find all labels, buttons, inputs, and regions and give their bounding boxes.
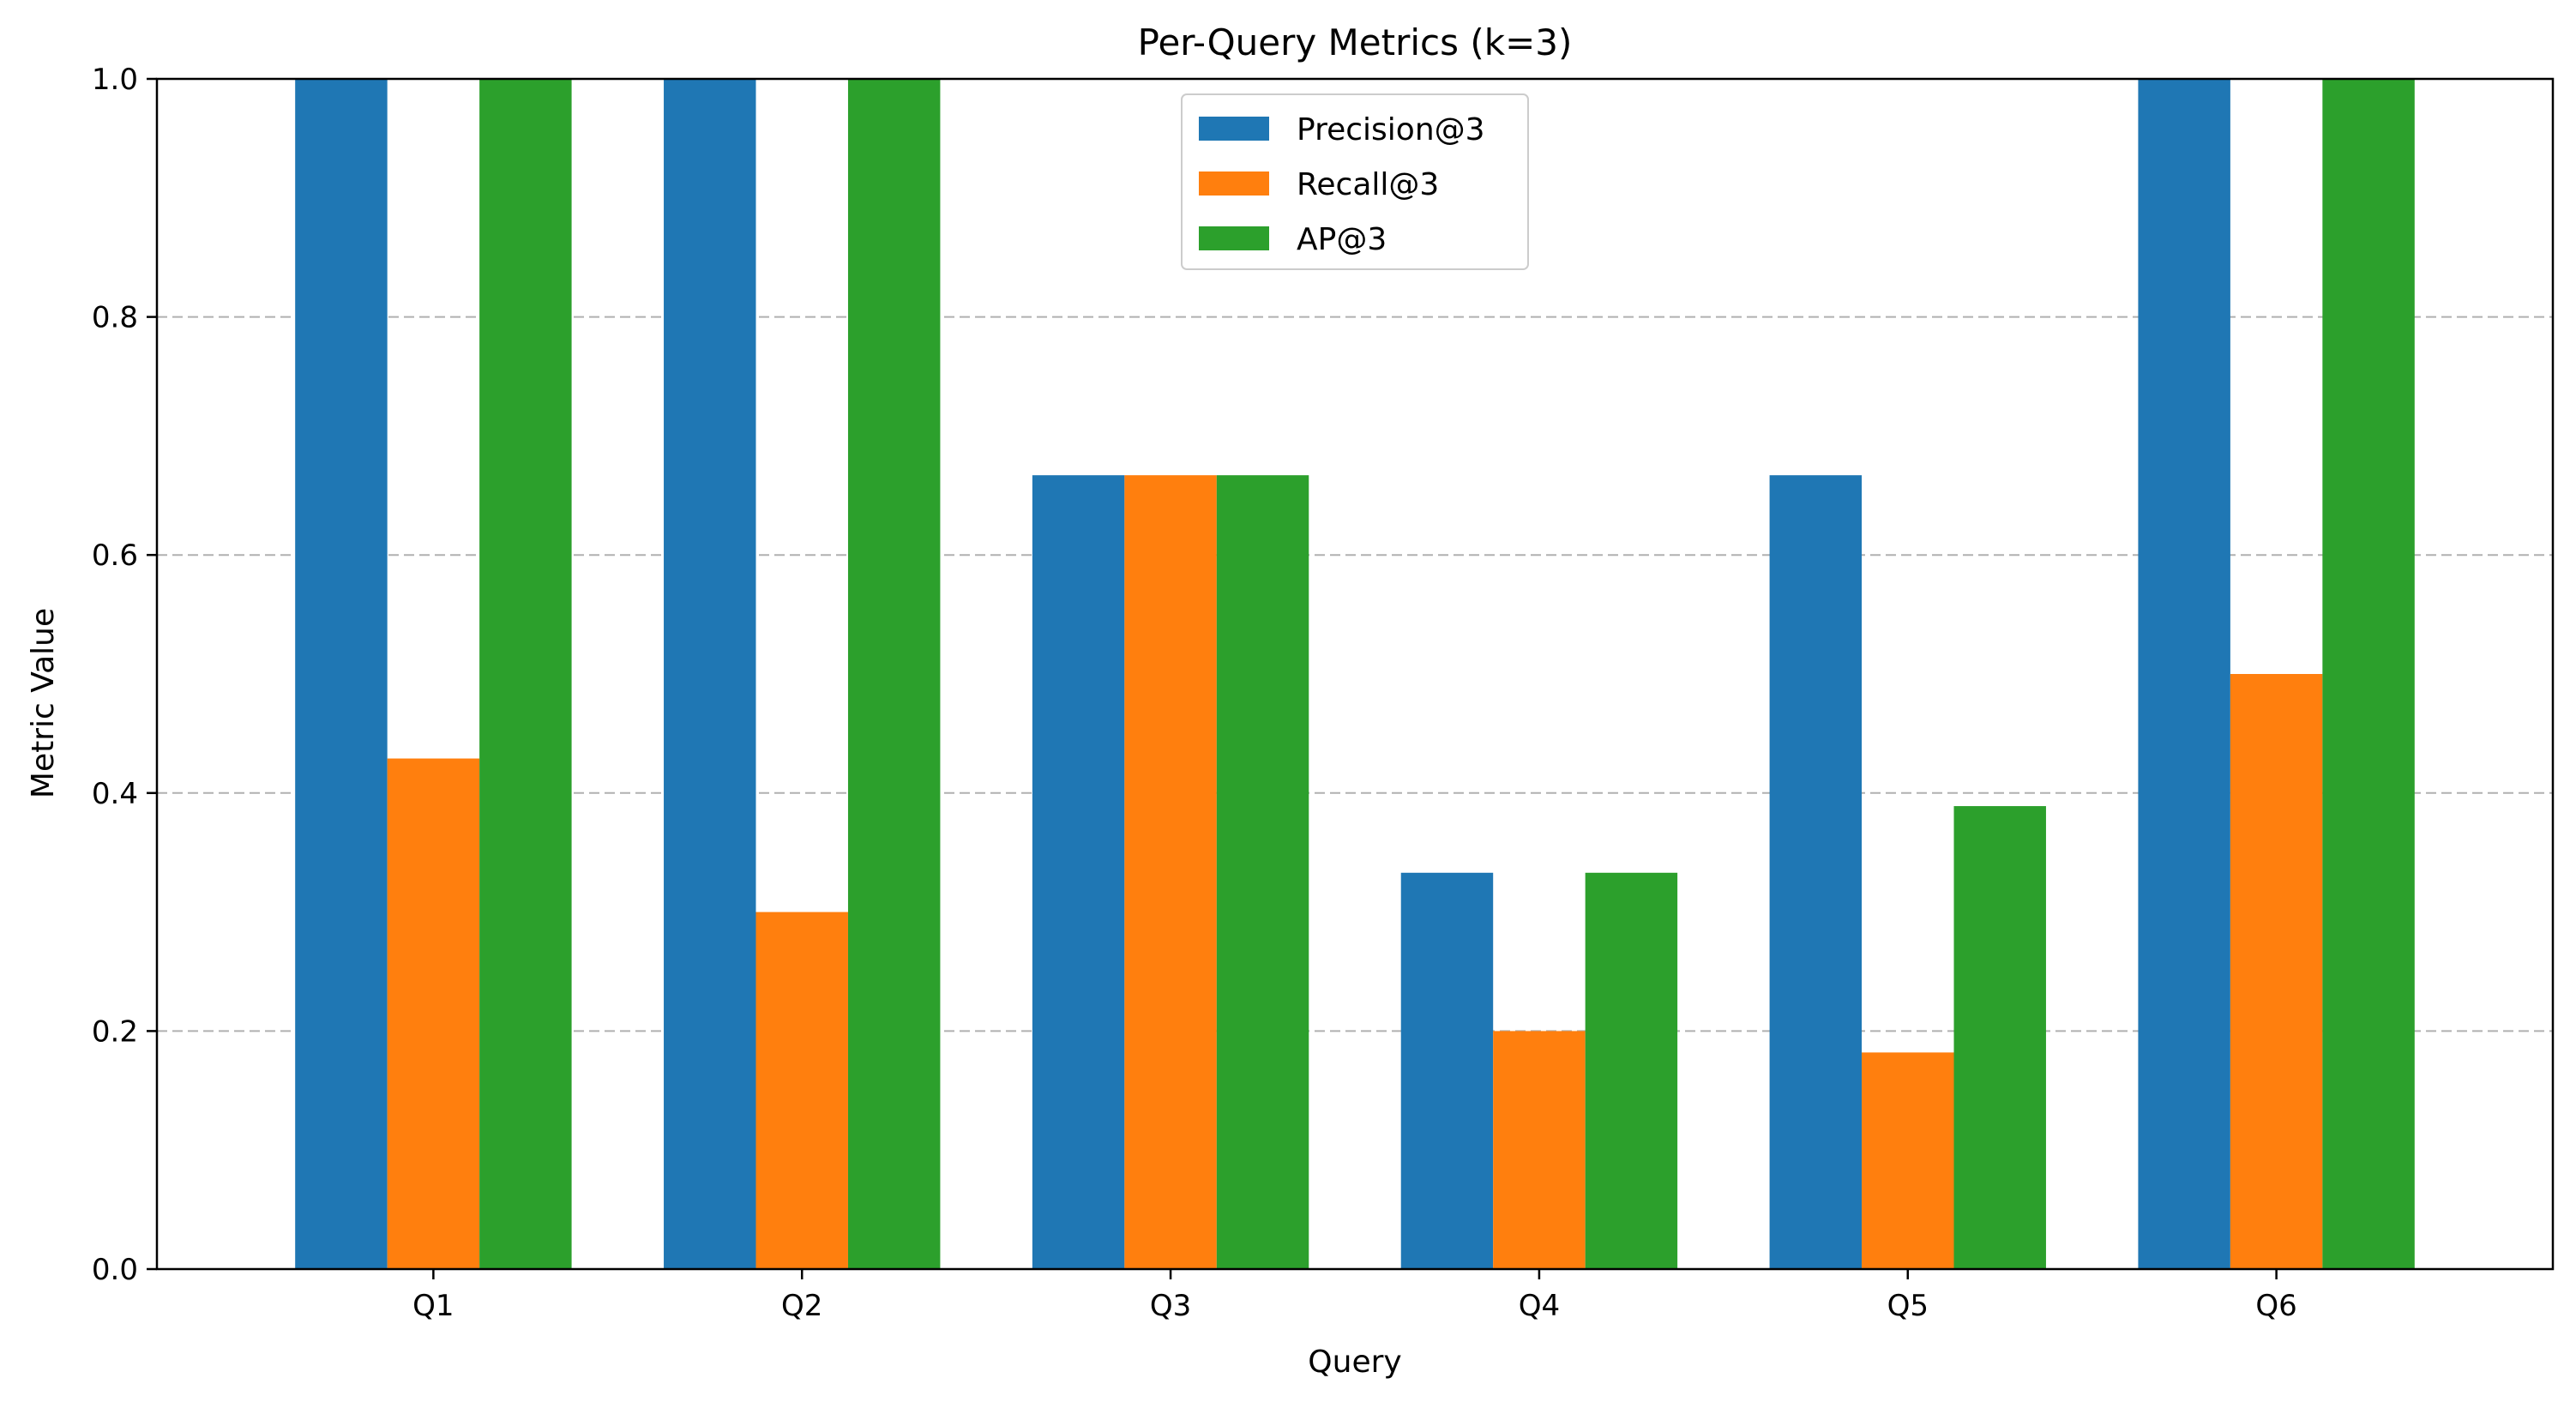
bar-ap-3-q1 bbox=[479, 79, 572, 1269]
y-tick-label: 0.4 bbox=[92, 777, 138, 811]
legend-label: Recall@3 bbox=[1297, 167, 1439, 202]
bar-recall-3-q5 bbox=[1862, 1052, 1954, 1269]
x-tick-label: Q2 bbox=[781, 1289, 822, 1323]
legend-swatch bbox=[1199, 171, 1269, 196]
y-tick-label: 1.0 bbox=[92, 63, 138, 97]
x-axis-ticks: Q1 Q2 Q3 Q4 Q5 Q6 bbox=[412, 1269, 2297, 1323]
legend-swatch bbox=[1199, 226, 1269, 250]
y-tick-label: 0.2 bbox=[92, 1014, 138, 1049]
y-tick-label: 0.0 bbox=[92, 1253, 138, 1287]
x-tick-label: Q4 bbox=[1519, 1289, 1560, 1323]
bar-recall-3-q4 bbox=[1493, 1031, 1586, 1269]
bar-ap-3-q6 bbox=[2322, 79, 2415, 1269]
bar-recall-3-q6 bbox=[2230, 674, 2323, 1269]
bar-precision-3-q1 bbox=[295, 79, 388, 1269]
legend: Precision@3 Recall@3 AP@3 bbox=[1181, 93, 1529, 270]
bars bbox=[295, 79, 2415, 1269]
bar-recall-3-q2 bbox=[755, 912, 848, 1269]
x-tick-label: Q5 bbox=[1887, 1289, 1929, 1323]
y-tick-label: 0.8 bbox=[92, 301, 138, 335]
plot-frame bbox=[155, 77, 2555, 1271]
bar-recall-3-q1 bbox=[387, 758, 480, 1269]
bar-recall-3-q3 bbox=[1124, 475, 1217, 1269]
bar-precision-3-q5 bbox=[1769, 475, 1863, 1269]
bar-precision-3-q3 bbox=[1032, 475, 1125, 1269]
bar-precision-3-q4 bbox=[1400, 872, 1494, 1269]
bar-ap-3-q4 bbox=[1585, 872, 1678, 1269]
bar-ap-3-q5 bbox=[1953, 806, 2046, 1269]
bar-precision-3-q2 bbox=[664, 79, 756, 1269]
x-tick-label: Q3 bbox=[1150, 1289, 1191, 1323]
bar-precision-3-q6 bbox=[2138, 79, 2230, 1269]
legend-label: Precision@3 bbox=[1297, 112, 1485, 147]
legend-label: AP@3 bbox=[1297, 222, 1387, 257]
x-axis-label: Query bbox=[1308, 1345, 1401, 1380]
y-axis-ticks: 0.0 0.2 0.4 0.6 0.8 1.0 bbox=[92, 63, 157, 1287]
chart-title: Per-Query Metrics (k=3) bbox=[1138, 21, 1573, 63]
legend-swatch bbox=[1199, 117, 1269, 141]
x-tick-label: Q6 bbox=[2255, 1289, 2296, 1323]
bar-ap-3-q3 bbox=[1216, 475, 1309, 1269]
y-tick-label: 0.6 bbox=[92, 539, 138, 573]
y-axis-label: Metric Value bbox=[26, 608, 61, 798]
bar-ap-3-q2 bbox=[847, 79, 941, 1269]
x-tick-label: Q1 bbox=[412, 1289, 454, 1323]
